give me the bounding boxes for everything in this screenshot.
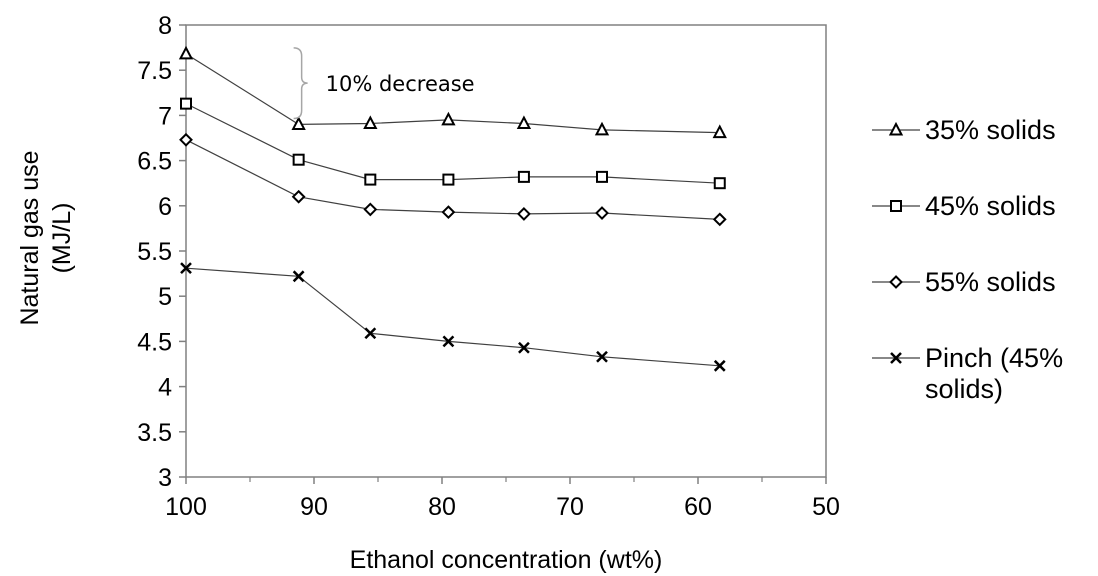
data-point	[713, 177, 726, 190]
annotation-layer: 10% decrease	[293, 47, 475, 120]
data-point	[517, 207, 531, 221]
y-axis-title-line-1: Natural gas use	[16, 150, 44, 325]
data-point	[712, 124, 727, 139]
data-point	[442, 335, 455, 348]
data-point	[292, 153, 305, 166]
legend-item-2: 45% solids	[872, 191, 1056, 221]
data-point	[518, 341, 530, 354]
x-tick-label: 80	[428, 493, 456, 521]
data-point	[180, 262, 192, 275]
y-tick-label: 3.5	[137, 419, 172, 447]
decrease-bracket	[293, 47, 308, 120]
legend-label: 35% solids	[925, 115, 1056, 145]
legend-marker	[888, 121, 904, 136]
y-axis: 3 3.5 4 4.5 5 5.5 6 6.5 7 7.5 8	[137, 12, 186, 492]
data-point	[179, 132, 193, 147]
data-point	[595, 206, 609, 220]
legend-marker	[890, 200, 902, 212]
y-tick-label: 4.5	[137, 328, 172, 356]
y-tick-label: 7	[158, 102, 172, 130]
series-4	[180, 262, 726, 372]
data-point	[364, 327, 377, 340]
legend-item-1: 35% solids	[872, 115, 1056, 145]
data-point	[516, 115, 532, 130]
y-tick-label: 7.5	[137, 57, 172, 85]
data-point	[442, 173, 455, 186]
plot-area	[185, 24, 827, 478]
y-tick-label: 5.5	[137, 238, 172, 266]
legend-item-3: 55% solids	[872, 267, 1056, 297]
legend-label: Pinch (45%	[925, 343, 1063, 373]
data-point	[180, 97, 192, 110]
data-point	[594, 121, 610, 136]
series-2	[180, 97, 726, 190]
series-line	[185, 267, 720, 367]
y-tick-label: 5	[158, 283, 172, 311]
series-1	[178, 45, 727, 139]
data-point	[713, 359, 726, 372]
data-point	[517, 170, 530, 183]
y-tick-label: 8	[158, 12, 172, 40]
legend: 35% solids 45% solids 55% solids Pinch (45%…	[872, 115, 1063, 404]
data-point	[178, 45, 194, 60]
series-line	[185, 103, 720, 184]
data-point	[363, 202, 378, 217]
data-point	[441, 205, 456, 220]
legend-marker	[889, 275, 903, 289]
legend-label: 45% solids	[925, 191, 1056, 221]
x-tick-label: 50	[812, 493, 840, 521]
legend-label: solids)	[925, 374, 1003, 404]
y-axis-title-line-2: (MJ/L)	[48, 203, 76, 274]
x-tick-label: 100	[165, 493, 207, 521]
series-3	[179, 132, 727, 227]
x-axis: 100 90 80 70 60 50	[165, 477, 840, 521]
data-point	[292, 270, 305, 283]
x-tick-label: 70	[556, 493, 584, 521]
legend-label: 55% solids	[925, 267, 1056, 297]
data-point	[712, 212, 727, 227]
data-point	[596, 350, 608, 363]
data-point	[441, 111, 456, 126]
data-point	[291, 189, 306, 204]
annotation-label: 10% decrease	[326, 72, 475, 96]
y-tick-label: 6.5	[137, 148, 172, 176]
data-point	[291, 116, 306, 130]
x-tick-label: 90	[300, 493, 328, 521]
data-point	[363, 115, 378, 130]
legend-item-4: Pinch (45%solids)	[872, 343, 1063, 404]
x-tick-label: 60	[684, 493, 712, 521]
y-tick-label: 6	[158, 193, 172, 221]
series-layer	[178, 45, 727, 372]
data-point	[364, 173, 377, 186]
y-tick-label: 4	[158, 374, 172, 402]
legend-marker	[890, 352, 902, 364]
data-point	[596, 170, 608, 183]
y-tick-label: 3	[158, 464, 172, 492]
x-axis-title: Ethanol concentration (wt%)	[350, 546, 663, 574]
